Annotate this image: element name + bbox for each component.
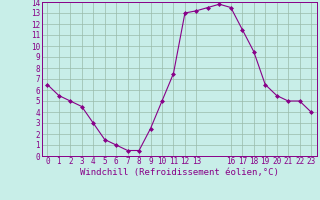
X-axis label: Windchill (Refroidissement éolien,°C): Windchill (Refroidissement éolien,°C) [80,168,279,177]
